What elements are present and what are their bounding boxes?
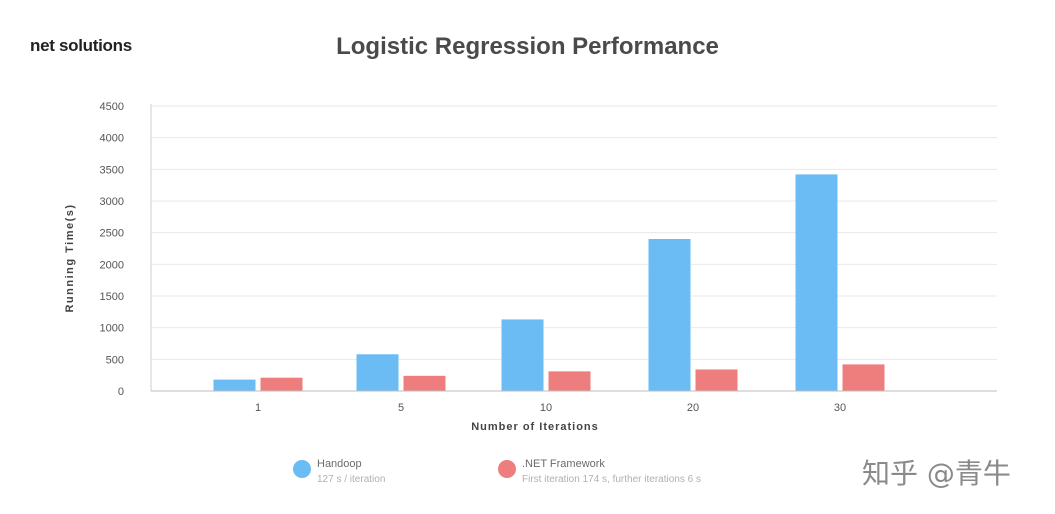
bar-handoop	[501, 319, 544, 391]
y-tick-label: 3000	[100, 196, 124, 208]
legend-swatch-net-framework	[498, 460, 516, 478]
y-tick-label: 0	[118, 386, 124, 398]
legend-note-handoop: 127 s / iteration	[317, 474, 386, 485]
bar-net-framework	[260, 377, 303, 391]
legend-note-net-framework: First iteration 174 s, further iteration…	[522, 474, 701, 485]
bar-net-framework	[695, 369, 738, 391]
x-tick-label: 1	[255, 402, 261, 414]
bar-handoop	[213, 379, 256, 391]
bars	[213, 174, 885, 391]
x-tick-label: 30	[834, 402, 846, 414]
y-tick-label: 4000	[100, 133, 124, 145]
logo: net solutions	[30, 36, 132, 55]
grid-lines	[151, 105, 997, 360]
x-tick-label: 5	[398, 402, 404, 414]
bar-handoop	[356, 354, 399, 391]
chart-title: Logistic Regression Performance	[336, 33, 719, 60]
y-tick-label: 1000	[100, 323, 124, 335]
y-tick-label: 2500	[100, 228, 124, 240]
y-tick-label: 1500	[100, 291, 124, 303]
y-tick-label: 3500	[100, 164, 124, 176]
y-tick-labels: 0 500 1000 1500 2000 2500 3000 3500 4000 4500	[100, 101, 124, 398]
bar-handoop	[648, 239, 691, 391]
y-axis-label: Running Time(s)	[64, 203, 76, 312]
legend-swatch-handoop	[293, 460, 311, 478]
y-tick-label: 4500	[100, 101, 124, 113]
bar-handoop	[795, 174, 838, 391]
x-tick-label: 10	[540, 402, 552, 414]
x-tick-labels: 1 5 10 20 30	[255, 402, 846, 414]
x-axis-label: Number of Iterations	[471, 421, 599, 433]
bar-net-framework	[548, 371, 591, 391]
legend-label-handoop: Handoop	[317, 458, 362, 470]
bar-net-framework	[403, 375, 446, 391]
bar-net-framework	[842, 364, 885, 391]
legend-label-net-framework: .NET Framework	[522, 458, 605, 470]
watermark: 知乎 @青牛	[862, 457, 1011, 490]
y-tick-label: 2000	[100, 259, 124, 271]
x-tick-label: 20	[687, 402, 699, 414]
y-tick-label: 500	[106, 354, 124, 366]
